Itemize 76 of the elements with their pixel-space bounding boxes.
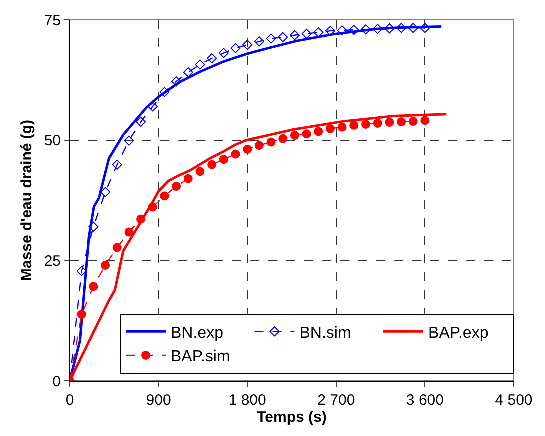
point xyxy=(231,150,240,159)
point xyxy=(278,32,288,42)
point xyxy=(373,118,382,128)
point xyxy=(219,155,228,164)
point xyxy=(350,120,359,130)
point xyxy=(372,24,383,34)
point xyxy=(242,40,253,50)
point xyxy=(243,144,252,154)
point xyxy=(208,160,217,170)
legend-label: BN.exp xyxy=(171,324,224,342)
point xyxy=(183,67,194,78)
point xyxy=(408,117,418,126)
point xyxy=(314,127,324,136)
point xyxy=(278,134,288,144)
point xyxy=(420,23,430,34)
y-tick-label: 0 xyxy=(52,373,61,390)
x-tick-label: 3 600 xyxy=(406,392,444,409)
point xyxy=(362,120,370,129)
point xyxy=(101,260,110,270)
x-tick-label: 900 xyxy=(146,392,172,409)
point xyxy=(397,118,406,127)
legend-label: BAP.exp xyxy=(428,324,489,342)
x-tick-label: 0 xyxy=(66,392,74,409)
point xyxy=(302,28,312,40)
point xyxy=(325,26,336,36)
point xyxy=(254,141,264,150)
point xyxy=(160,87,170,98)
point xyxy=(100,187,111,198)
point xyxy=(207,53,218,64)
point xyxy=(385,118,394,128)
point xyxy=(384,24,395,34)
point xyxy=(420,116,430,126)
x-axis-title: Temps (s) xyxy=(257,409,327,426)
point xyxy=(136,116,146,128)
legend-label: BAP.sim xyxy=(171,348,230,366)
point xyxy=(230,43,241,54)
point xyxy=(136,214,146,224)
point xyxy=(160,192,170,201)
point xyxy=(76,266,87,276)
y-tick-label: 25 xyxy=(44,252,61,270)
point xyxy=(326,124,335,134)
point xyxy=(218,48,229,58)
point xyxy=(266,138,276,147)
point xyxy=(148,102,158,112)
y-tick-label: 75 xyxy=(44,12,61,30)
point xyxy=(408,23,418,34)
point xyxy=(349,25,360,36)
point xyxy=(112,160,122,170)
point xyxy=(124,136,134,146)
y-axis-title: Masse d'eau drainé (g) xyxy=(18,120,36,282)
point xyxy=(112,243,122,252)
point xyxy=(290,30,300,40)
point xyxy=(172,182,182,192)
point xyxy=(88,222,99,232)
point xyxy=(254,36,264,47)
point xyxy=(77,310,86,320)
point xyxy=(396,23,407,34)
point xyxy=(302,130,312,139)
point xyxy=(172,76,182,87)
y-tick-label: 50 xyxy=(44,132,61,150)
point xyxy=(196,167,205,176)
x-tick-label: 4 500 xyxy=(495,392,533,409)
x-tick-label: 1 800 xyxy=(228,392,266,409)
point xyxy=(89,282,98,292)
point xyxy=(338,122,347,132)
point xyxy=(195,60,206,70)
point xyxy=(148,202,158,212)
point xyxy=(314,27,324,38)
point xyxy=(337,26,348,36)
legend-label: BN.sim xyxy=(300,324,352,342)
point xyxy=(184,174,193,184)
point xyxy=(266,34,276,44)
x-tick-label: 2 700 xyxy=(318,392,356,409)
point xyxy=(124,228,134,237)
point xyxy=(360,24,372,35)
point xyxy=(290,131,300,140)
